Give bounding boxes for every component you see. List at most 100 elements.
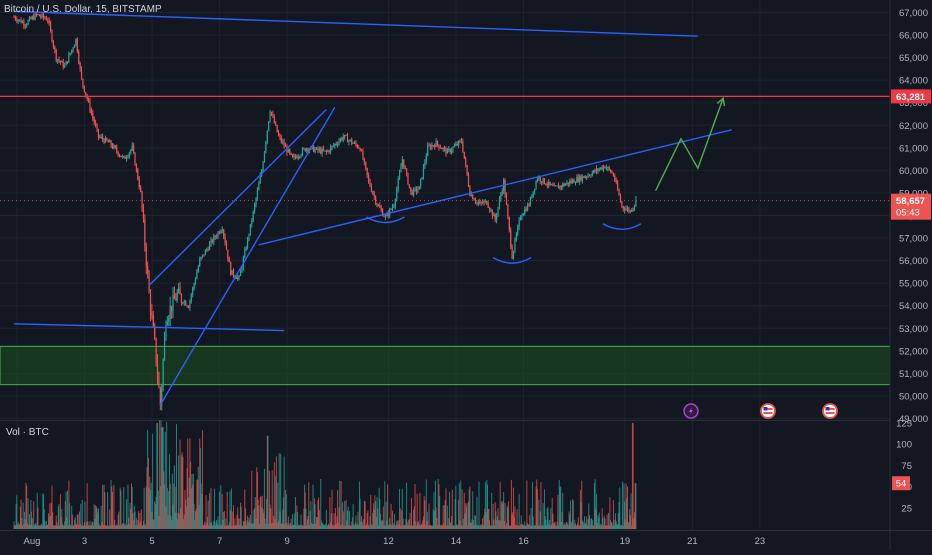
volume-bar: [251, 470, 253, 529]
volume-bar: [263, 512, 265, 529]
volume-bar: [458, 482, 460, 529]
volume-bar: [486, 479, 488, 529]
trendline[interactable]: [258, 129, 732, 246]
volume-bar: [378, 487, 380, 529]
resistance-price-label: 63,281: [896, 92, 926, 103]
volume-bar: [68, 480, 70, 529]
symbol-name[interactable]: Bitcoin / U.S. Dollar: [4, 4, 91, 15]
candle-body: [47, 20, 49, 22]
volume-bar: [275, 476, 277, 529]
volume-bar: [403, 525, 405, 529]
candle-body: [290, 152, 292, 155]
volume-bar: [208, 525, 210, 529]
candle-body: [216, 236, 218, 238]
volume-bar: [603, 515, 605, 529]
candle-body: [431, 145, 433, 149]
volume-label[interactable]: Vol · BTC: [6, 427, 49, 438]
resistance-price-tag[interactable]: [891, 89, 931, 104]
candle-body: [375, 196, 377, 204]
volume-bar: [164, 431, 166, 529]
volume-bar: [33, 525, 35, 529]
candle-body: [168, 317, 170, 323]
volume-bar: [351, 521, 353, 529]
candle-body: [265, 141, 267, 152]
candle-body: [401, 159, 403, 167]
support-zone-rect[interactable]: [0, 345, 891, 386]
candle-body: [21, 21, 24, 23]
candle-body: [145, 246, 147, 267]
volume-bar: [64, 501, 66, 529]
volume-bar: [333, 513, 335, 529]
volume-bar: [339, 480, 341, 529]
volume-bar: [246, 520, 248, 529]
candle-body: [417, 189, 419, 192]
volume-bar: [527, 524, 529, 529]
volume-bar: [555, 525, 557, 529]
volume-bar: [487, 508, 489, 529]
volume-bar: [90, 525, 92, 529]
candle-body: [601, 167, 603, 170]
volume-bar: [451, 489, 453, 529]
lightning-icon[interactable]: [683, 403, 699, 419]
price-tick-label: 52,000: [899, 346, 928, 357]
candle-body: [556, 185, 558, 187]
volume-bar: [530, 507, 532, 529]
volume-bar: [581, 480, 583, 529]
volume-bar: [291, 525, 293, 529]
volume-bar: [210, 488, 212, 529]
volume-bar: [574, 523, 576, 529]
candle-body: [411, 191, 413, 195]
candle-body: [448, 149, 450, 150]
candle-body: [572, 179, 574, 183]
pattern-arc[interactable]: [492, 257, 532, 264]
volume-bar: [78, 511, 80, 529]
volume-bar: [612, 500, 614, 529]
candle-body: [421, 177, 423, 180]
trendline[interactable]: [13, 323, 285, 332]
volume-bar: [209, 493, 211, 529]
volume-bar: [389, 524, 391, 529]
trendline[interactable]: [159, 106, 336, 406]
volume-bar: [629, 515, 631, 529]
candle-body: [62, 61, 64, 68]
candle-body: [24, 25, 26, 27]
chart-header[interactable]: Bitcoin / U.S. Dollar, 15, BITSTAMP: [4, 4, 162, 15]
volume-bar: [341, 524, 343, 529]
volume-bar: [316, 516, 318, 529]
trendline[interactable]: [13, 10, 698, 37]
volume-bar: [409, 512, 411, 529]
volume-bar: [157, 490, 159, 529]
us-flag-icon[interactable]: [822, 403, 838, 419]
candle-body: [355, 142, 357, 145]
pattern-arc[interactable]: [366, 216, 405, 224]
volume-bar: [459, 520, 461, 529]
trendline[interactable]: [148, 108, 327, 286]
pattern-arc[interactable]: [602, 223, 642, 230]
volume-bar: [595, 509, 597, 529]
last-volume-tag[interactable]: [892, 476, 910, 491]
projection-path[interactable]: [655, 97, 724, 191]
candle-body: [111, 145, 114, 149]
volume-bar: [479, 525, 481, 529]
volume-bar: [510, 479, 512, 529]
candle-body: [133, 145, 135, 153]
volume-bar: [50, 502, 52, 529]
candle-body: [200, 257, 202, 259]
candle-body: [300, 154, 302, 157]
volume-bar: [437, 478, 439, 529]
volume-bar: [103, 484, 105, 529]
candle-body: [277, 132, 280, 136]
volume-bar: [26, 523, 28, 529]
us-flag-icon[interactable]: [760, 403, 776, 419]
candle-body: [227, 249, 229, 259]
us-flag-icon-bg: [760, 403, 776, 419]
volume-bar: [441, 525, 443, 529]
last-price-tag[interactable]: [891, 193, 931, 220]
volume-bar: [191, 473, 193, 529]
interval[interactable]: 15: [95, 4, 107, 15]
candle-body: [206, 249, 208, 251]
candle-body: [574, 182, 577, 184]
volume-bar: [399, 508, 401, 529]
